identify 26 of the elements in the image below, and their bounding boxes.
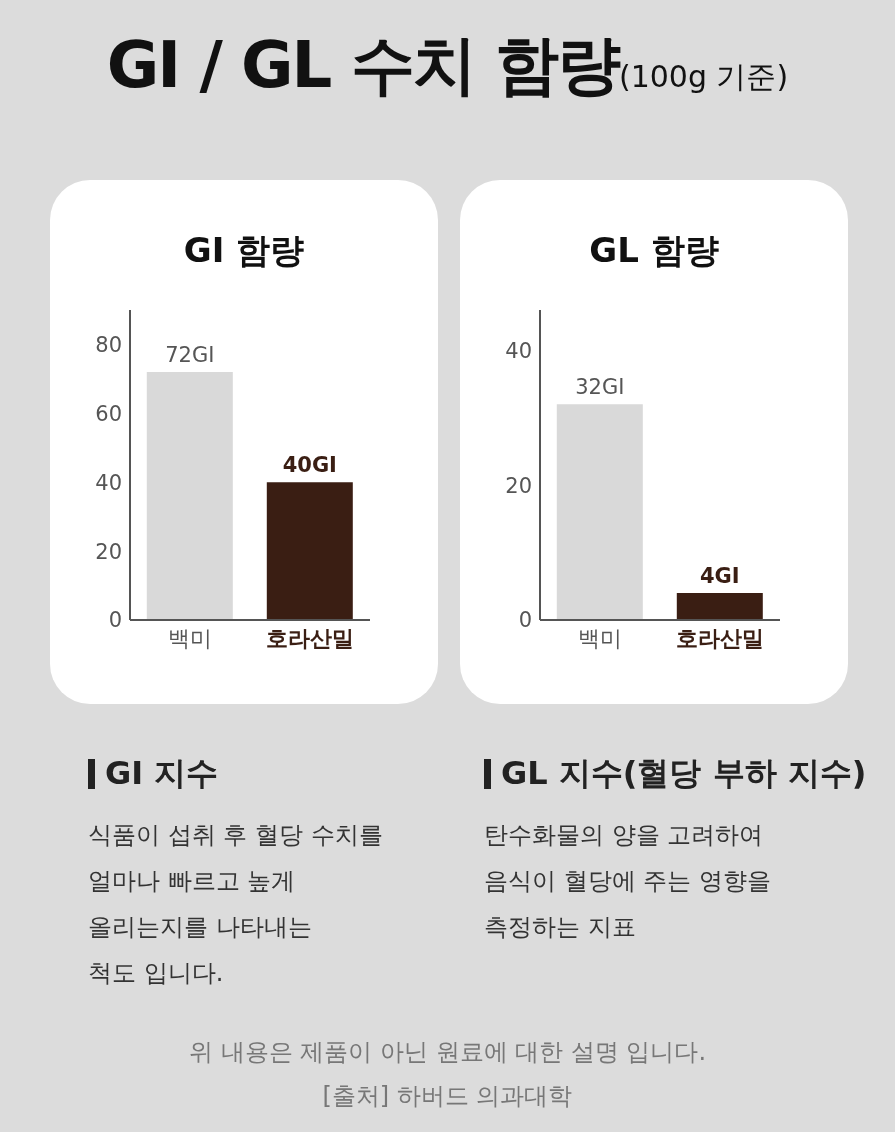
x-tick-label: 호라산밀 — [676, 626, 764, 651]
y-tick-label: 20 — [95, 539, 122, 564]
y-tick-label: 60 — [95, 401, 122, 426]
y-tick-label: 80 — [95, 332, 122, 357]
text: [출처] 하버드 의과대학 — [321, 1081, 574, 1112]
chart-title: GI 함량 — [182, 229, 306, 272]
y-tick-label: 0 — [108, 608, 122, 633]
data-label: 40GI — [282, 453, 337, 478]
text: 위 내용은 제품이 아닌 원료에 대한 설명 입니다. — [188, 1037, 707, 1068]
text: GI / GL 수치 함량 — [106, 28, 619, 102]
text: 식품이 섭취 후 혈당 수치를 얼마나 빠르고 높게 올리는지를 나타내는 척도 입니다. — [88, 820, 383, 989]
x-tick-label: 백미 — [168, 626, 212, 651]
data-label: 72GI — [165, 343, 215, 367]
data-label: 4GI — [699, 564, 740, 589]
y-tick-label: 40 — [95, 470, 122, 495]
y-tick-label: 0 — [518, 608, 532, 633]
y-tick-label: 20 — [505, 473, 532, 498]
text: GL 지수(혈당 부하 지수) — [501, 753, 867, 794]
y-tick-label: 40 — [505, 338, 532, 363]
text: 탄수화물의 양을 고려하여 음식이 혈당에 주는 영향을 측정하는 지표 — [484, 820, 771, 943]
x-tick-label: 백미 — [578, 626, 622, 651]
chart-title: GL 함량 — [588, 229, 720, 272]
data-label: 32GI — [575, 375, 625, 400]
text: GI 지수 — [105, 753, 219, 794]
x-tick-label: 호라산밀 — [266, 626, 354, 651]
text: (100g 기준) — [618, 59, 789, 94]
